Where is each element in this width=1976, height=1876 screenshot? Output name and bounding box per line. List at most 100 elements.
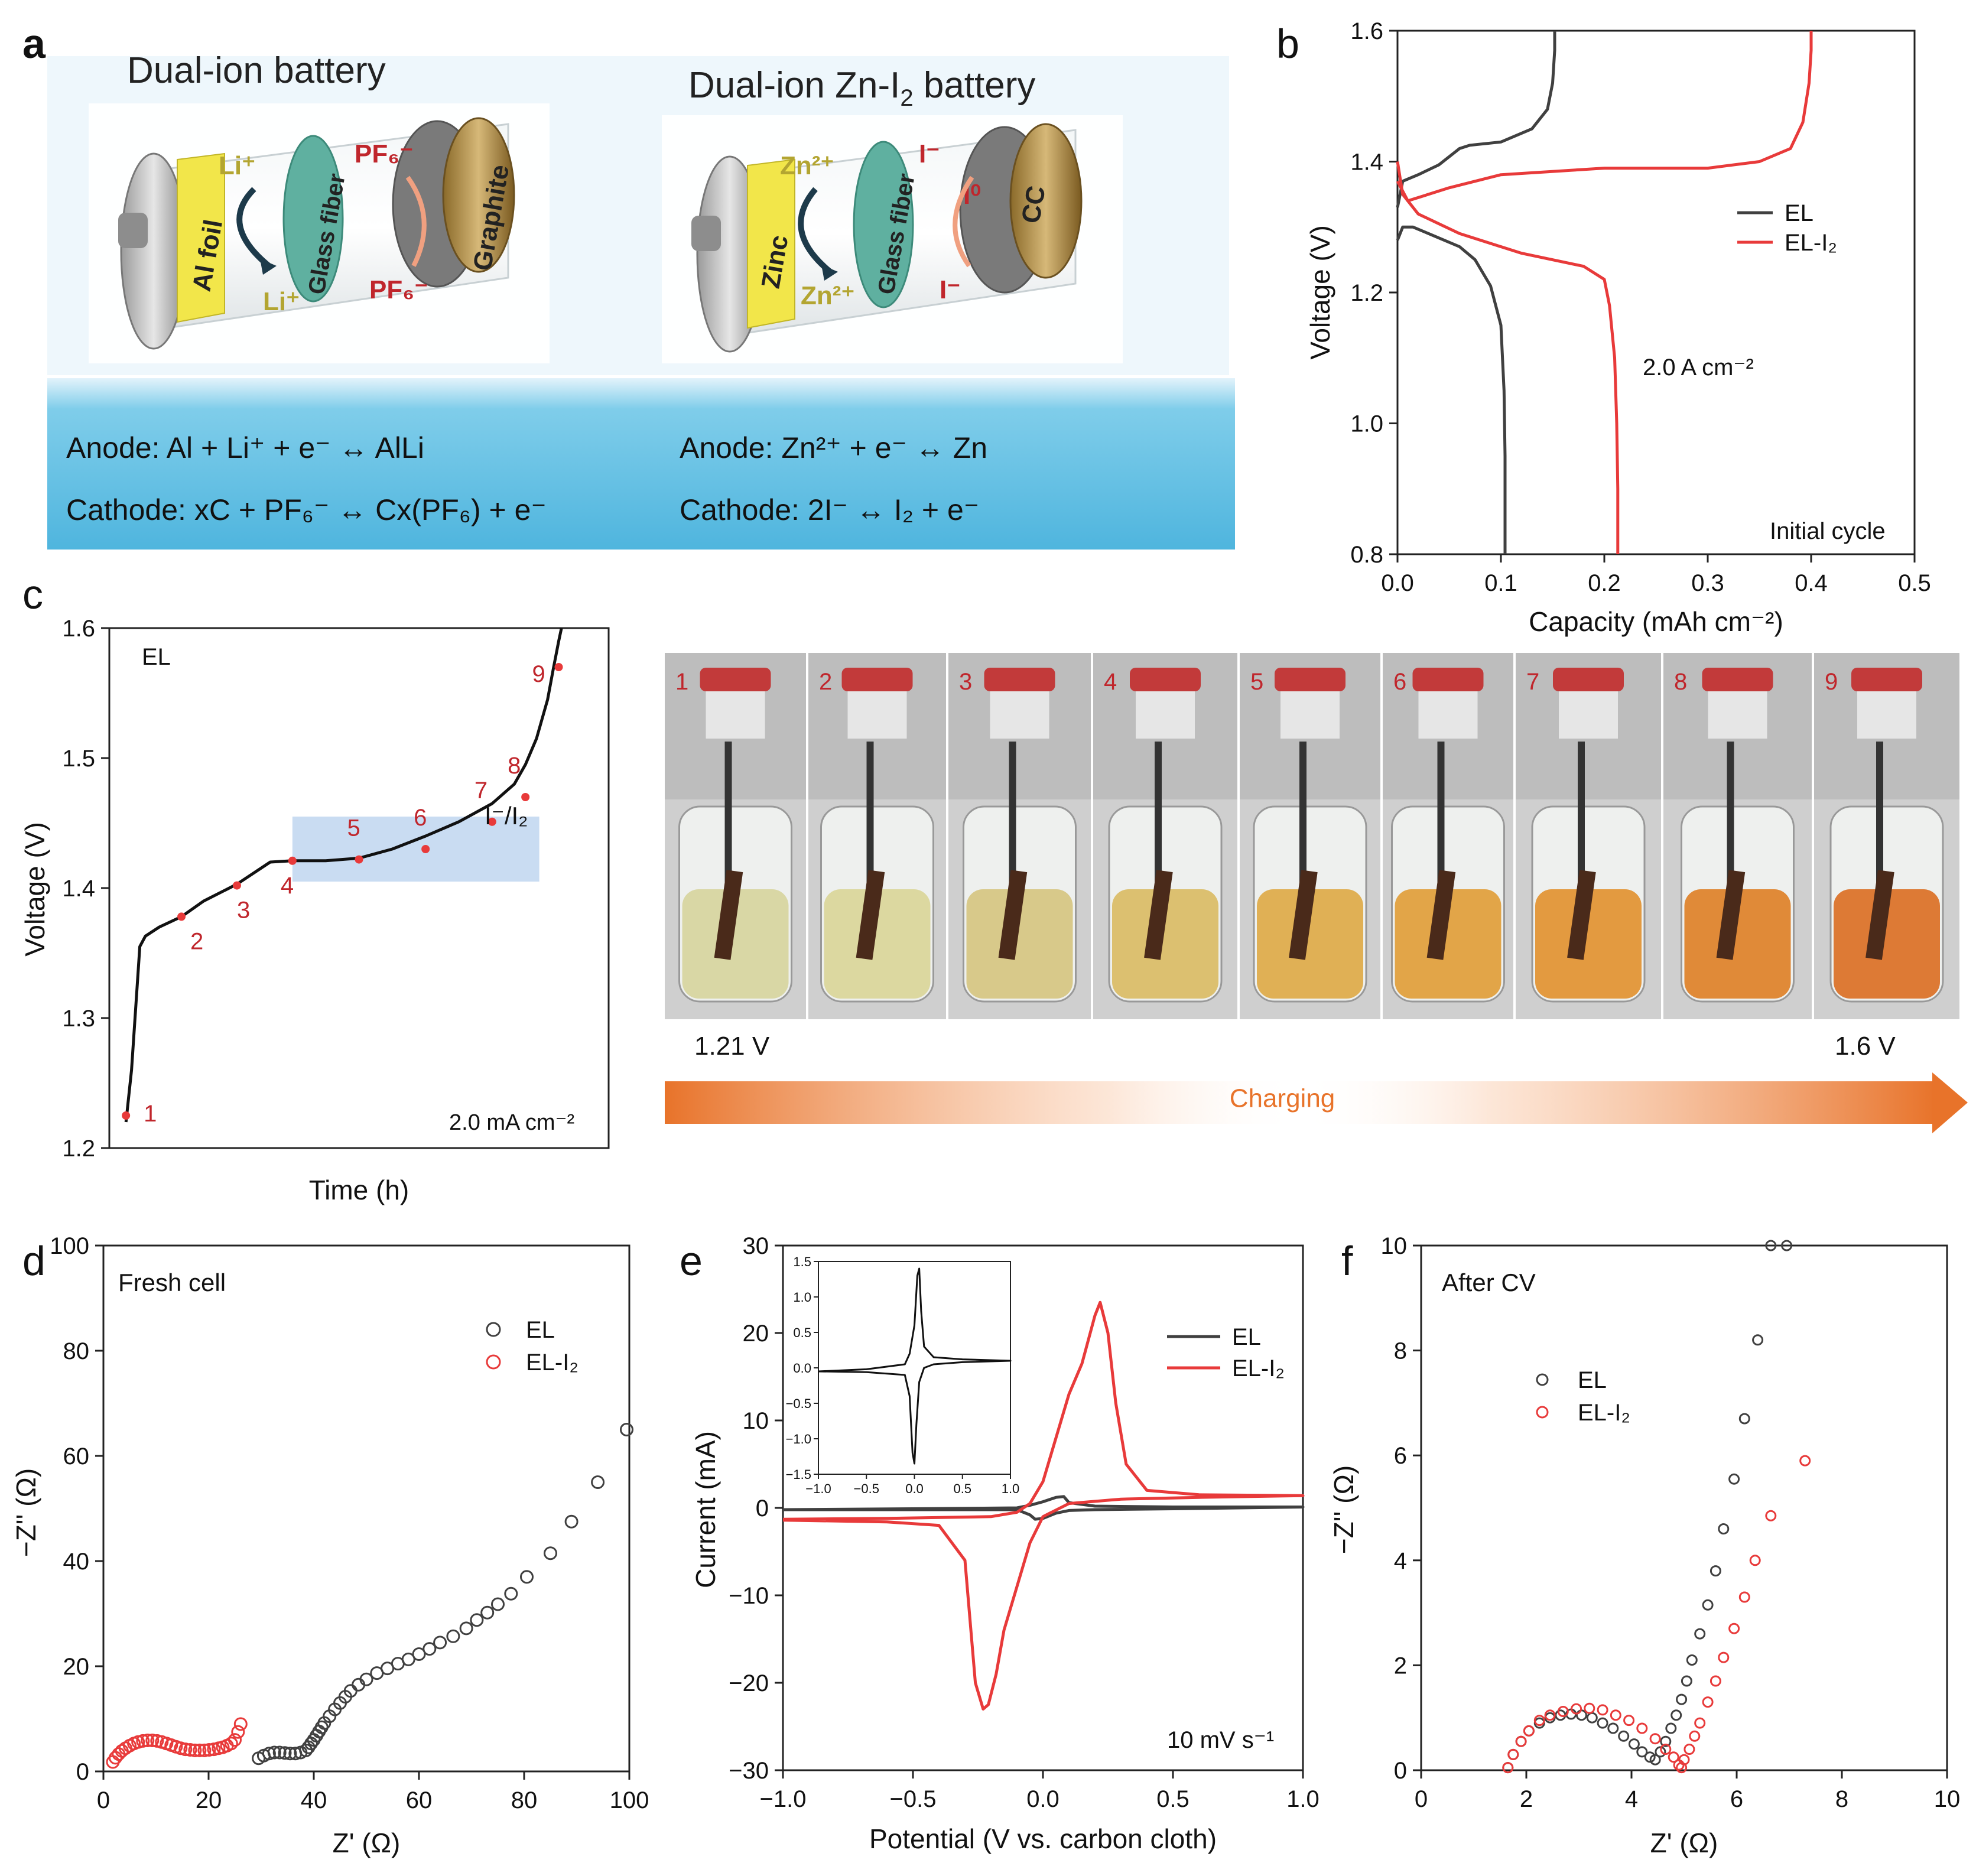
photo-number-6: 6 <box>1393 669 1406 695</box>
vial-photo-strip: 1 2 3 4 5 6 7 8 9 <box>665 653 1959 1019</box>
vial-neck-8 <box>1708 691 1767 739</box>
chart-f-point-EL <box>1765 1240 1777 1251</box>
chart-f-point-EL-I₂ <box>1533 1715 1545 1727</box>
chart-f-point-EL-I₂ <box>1523 1725 1535 1737</box>
y-tick-label: 10 <box>1381 1233 1408 1259</box>
chart-d-point-EL <box>504 1586 518 1601</box>
chart-d-point-EL <box>470 1613 484 1627</box>
chart-f-point-EL-I₂ <box>1738 1591 1750 1603</box>
x-tick-label: 0.4 <box>1795 570 1828 596</box>
left-battery-illustration: Al foil Glass fiber Graphite Li⁺ Li⁺ PF₆… <box>89 103 550 363</box>
y-tick-label: 80 <box>63 1338 90 1364</box>
y-tick-label: 60 <box>63 1443 90 1469</box>
vial-wire-4 <box>1155 742 1162 907</box>
chart-d: 0 20 40 60 80 100 0 20 40 60 80 100 Fresh cell EL EL-I… <box>11 1233 649 1858</box>
legend-label-el-i2: EL-I₂ <box>1785 230 1837 256</box>
start-voltage-label: 1.21 V <box>694 1032 770 1061</box>
chart-f-point-EL <box>1670 1709 1682 1721</box>
legend-marker-el-i2 <box>1536 1406 1549 1419</box>
x-tick-label: −1.0 <box>760 1786 807 1812</box>
chart-e: −1.0 −0.5 0.0 0.5 1.0 −30 −20 −10 0 10 20 30 10 mV s… <box>690 1233 1320 1854</box>
vial-cap-9 <box>1851 668 1922 691</box>
legend-label-el: EL <box>1578 1367 1607 1393</box>
point-marker-9 <box>554 663 563 671</box>
chart-f-point-EL-I₂ <box>1678 1754 1690 1766</box>
photo-number-5: 5 <box>1250 669 1263 695</box>
chart-d-point-EL <box>480 1605 495 1620</box>
annotation-after-cv: After CV <box>1442 1269 1536 1296</box>
vial-neck-6 <box>1418 691 1478 739</box>
vial-liquid-7 <box>1535 889 1642 999</box>
x-tick-label: 0.5 <box>1898 570 1931 596</box>
label-i-top: I⁻ <box>919 139 940 168</box>
chart-f: 0 2 4 6 8 10 0 2 4 6 8 10 After CV EL EL-I₂ Z' (Ω) −Z'' … <box>1328 1233 1960 1858</box>
redox-region-highlight <box>292 817 540 882</box>
y-tick-label: 20 <box>63 1654 90 1680</box>
chart-b-frame <box>1396 30 1916 555</box>
chart-f-point-EL <box>1681 1675 1692 1687</box>
chart-d-point-EL-I₂ <box>183 1743 197 1757</box>
photo-number-4: 4 <box>1104 669 1117 695</box>
chart-d-point-EL <box>422 1642 437 1656</box>
point-marker-2 <box>177 912 186 921</box>
chart-c-frame <box>108 627 610 1149</box>
chart-f-point-EL <box>1655 1746 1666 1758</box>
inset-x-tick-label: −0.5 <box>854 1481 879 1496</box>
chart-d-point-EL <box>278 1746 292 1760</box>
y-tick-label: 8 <box>1394 1338 1407 1364</box>
chart-d-point-EL-I₂ <box>231 1725 245 1739</box>
inset-y-tick-label: −1.0 <box>786 1432 811 1446</box>
chart-b: 0.0 0.1 0.2 0.3 0.4 0.5 0.8 1.0 1.2 1.4 1.6 Capacit… <box>1305 18 1931 637</box>
point-marker-7 <box>488 817 496 826</box>
label-i-bottom: I⁻ <box>940 275 960 304</box>
vial-electrode-2 <box>856 870 885 960</box>
y-axis-label: Current (mA) <box>690 1431 721 1588</box>
vial-liquid-9 <box>1834 889 1940 999</box>
chart-d-point-EL-I₂ <box>109 1751 122 1765</box>
x-axis-label: Time (h) <box>309 1175 410 1205</box>
vial-wire-8 <box>1727 742 1734 907</box>
chart-f-point-EL <box>1781 1240 1793 1251</box>
y-tick-label: −30 <box>729 1758 769 1784</box>
chart-f-point-EL-I₂ <box>1689 1730 1701 1742</box>
inset-y-tick-label: 1.5 <box>793 1254 811 1269</box>
x-tick-label: 20 <box>196 1787 222 1813</box>
point-marker-5 <box>355 855 363 864</box>
chart-f-point-EL <box>1752 1334 1764 1346</box>
chart-f-point-EL <box>1728 1473 1740 1485</box>
panel-label-c: c <box>22 571 43 617</box>
vial-neck-2 <box>847 691 907 739</box>
arrow-zn <box>798 187 833 274</box>
x-tick-label: 0.5 <box>1156 1786 1190 1812</box>
charging-arrow-bar <box>665 1081 1935 1124</box>
chart-d-point-EL <box>620 1423 633 1436</box>
arrow-pf6 <box>405 175 427 267</box>
vial-liquid-2 <box>824 889 931 999</box>
chart-f-point-EL-I₂ <box>1710 1675 1721 1687</box>
x-tick-label: 100 <box>610 1787 649 1813</box>
chart-f-point-EL <box>1597 1717 1608 1729</box>
al-foil-layer <box>177 152 225 323</box>
glass-fiber-left <box>282 135 344 303</box>
chart-d-point-EL-I₂ <box>136 1734 150 1748</box>
y-axis-label: −Z'' (Ω) <box>11 1468 41 1557</box>
vial-electrode-4 <box>1144 870 1173 960</box>
chart-d-point-EL-I₂ <box>224 1737 238 1751</box>
point-label-7: 7 <box>474 778 488 804</box>
chart-f-point-EL <box>1676 1693 1688 1705</box>
y-tick-label: 1.3 <box>62 1006 95 1032</box>
eq-right-anode: Anode: Zn²⁺ + e⁻ ↔ Zn <box>680 431 987 464</box>
photo-number-3: 3 <box>959 669 972 695</box>
chart-f-point-EL <box>1586 1712 1598 1724</box>
panel-label-a: a <box>22 21 46 67</box>
chart-f-point-EL <box>1702 1599 1714 1611</box>
vial-neck-1 <box>706 691 765 739</box>
chart-f-point-EL-I₂ <box>1684 1744 1695 1755</box>
x-axis-label: Z' (Ω) <box>333 1828 401 1858</box>
x-tick-label: 6 <box>1730 1786 1743 1812</box>
chart-c: 1.2 1.3 1.4 1.5 1.6 1 2 3 4 5 6 78 9 EL I⁻/I₂ 2.0 mA cm… <box>20 616 610 1205</box>
vial-liquid-4 <box>1112 889 1218 999</box>
chart-d-point-EL-I₂ <box>233 1717 248 1731</box>
point-marker-6 <box>421 845 430 853</box>
x-tick-label: 0 <box>97 1787 110 1813</box>
